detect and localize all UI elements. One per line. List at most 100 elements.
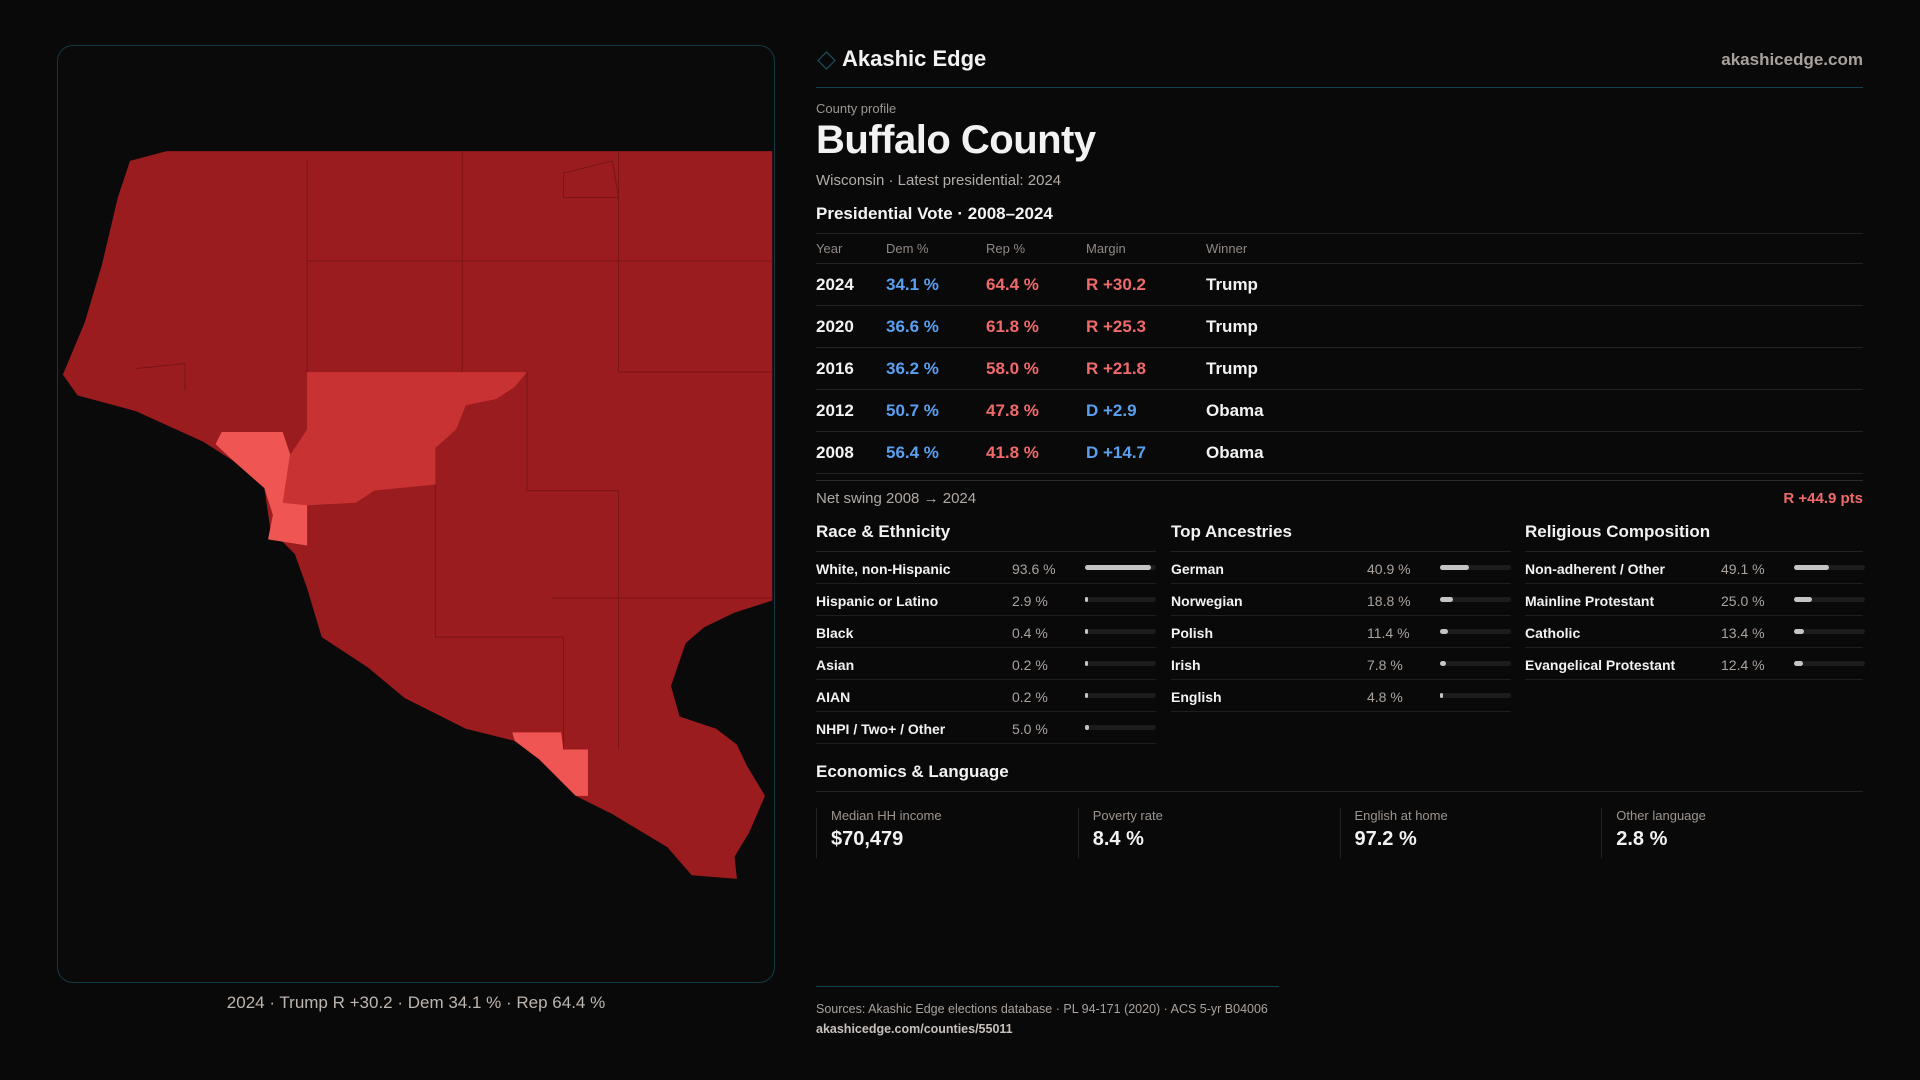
margin-cell: D +14.7 (1086, 431, 1206, 474)
list-item: Irish 7.8 % (1171, 648, 1511, 680)
rep-cell: 58.0 % (986, 347, 1086, 390)
year-cell: 2016 (816, 347, 886, 390)
bar-fill (1794, 565, 1829, 570)
bar-fill (1085, 725, 1089, 730)
stat-card: Poverty rate 8.4 % (1077, 808, 1340, 858)
item-value: 11.4 % (1367, 625, 1410, 641)
rep-cell: 61.8 % (986, 305, 1086, 348)
item-label: Evangelical Protestant (1525, 657, 1676, 673)
item-label: Norwegian (1171, 593, 1243, 609)
brand-name: Akashic Edge (842, 46, 987, 71)
item-value: 2.9 % (1012, 593, 1048, 609)
bar-fill (1085, 661, 1088, 666)
stat-label: Median HH income (831, 808, 942, 823)
item-value: 25.0 % (1721, 593, 1765, 609)
religion-heading: Religious Composition (1525, 522, 1863, 552)
precinct-boundaries (136, 151, 773, 750)
list-item: German 40.9 % (1171, 552, 1511, 584)
race-section: Race & Ethnicity White, non-Hispanic 93.6 … (816, 522, 1156, 744)
item-label: NHPI / Two+ / Other (816, 721, 946, 737)
bar-track (1085, 597, 1156, 602)
year-cell: 2012 (816, 389, 886, 432)
ancestry-heading: Top Ancestries (1171, 522, 1511, 552)
list-item: Black 0.4 % (816, 616, 1156, 648)
list-item: Asian 0.2 % (816, 648, 1156, 680)
map-region-mid-rep (282, 372, 527, 506)
stat-label: English at home (1354, 808, 1448, 823)
year-cell: 2008 (816, 431, 886, 474)
bar-track (1794, 661, 1865, 666)
item-label: Hispanic or Latino (816, 593, 939, 609)
winner-cell: Trump (1206, 305, 1863, 348)
item-label: White, non-Hispanic (816, 561, 951, 577)
subtitle: Wisconsin · Latest presidential: 2024 (816, 172, 1062, 189)
site-link[interactable]: akashicedge.com (1721, 50, 1863, 69)
kicker: County profile (816, 101, 897, 116)
list-item: Non-adherent / Other 49.1 % (1525, 552, 1865, 584)
item-label: AIAN (816, 689, 851, 705)
sources: Sources: Akashic Edge elections database… (816, 1002, 1268, 1016)
stat-card: English at home 97.2 % (1339, 808, 1602, 858)
item-value: 5.0 % (1012, 721, 1048, 737)
column-header: Margin (1086, 233, 1206, 264)
bar-fill (1440, 661, 1446, 666)
bar-track (1085, 629, 1156, 634)
item-label: Mainline Protestant (1525, 593, 1655, 609)
item-value: 0.4 % (1012, 625, 1048, 641)
county-precinct-map (62, 151, 773, 879)
stat-card: Median HH income $70,479 (816, 808, 1078, 858)
item-value: 0.2 % (1012, 657, 1048, 673)
dem-cell: 36.6 % (886, 305, 986, 348)
economics-heading: Economics & Language (816, 762, 1863, 792)
item-value: 40.9 % (1367, 561, 1411, 577)
bar-track (1085, 725, 1156, 730)
item-value: 18.8 % (1367, 593, 1411, 609)
header: Akashic Edge akashicedge.com (816, 44, 1863, 88)
winner-cell: Trump (1206, 347, 1863, 390)
net-swing: Net swing 2008 → 2024 R +44.9 pts (816, 480, 1863, 507)
bar-track (1440, 565, 1511, 570)
list-item: White, non-Hispanic 93.6 % (816, 552, 1156, 584)
stat-value: $70,479 (831, 828, 904, 850)
page-title: Buffalo County (816, 118, 1096, 162)
bar-fill (1085, 597, 1088, 602)
stat-value: 97.2 % (1354, 828, 1417, 850)
county-url[interactable]: akashicedge.com/counties/55011 (816, 1022, 1013, 1036)
winner-cell: Trump (1206, 263, 1863, 306)
race-heading: Race & Ethnicity (816, 522, 1156, 552)
table-row: 2016 36.2 % 58.0 % R +21.8 Trump (816, 347, 1863, 390)
stat-label: Poverty rate (1092, 808, 1163, 823)
item-value: 13.4 % (1721, 625, 1765, 641)
bar-track (1440, 597, 1511, 602)
bar-fill (1794, 597, 1812, 602)
bar-track (1794, 597, 1865, 602)
column-header: Rep % (986, 233, 1086, 264)
item-value: 49.1 % (1721, 561, 1765, 577)
list-item: NHPI / Two+ / Other 5.0 % (816, 712, 1156, 744)
bar-fill (1794, 661, 1803, 666)
item-value: 7.8 % (1367, 657, 1403, 673)
vote-table: Year Dem % Rep % Margin Winner 2024 34.1 % 64.… (816, 233, 1863, 474)
bar-track (1794, 565, 1865, 570)
bar-track (1440, 629, 1511, 634)
religion-section: Religious Composition Non-adherent / Othe… (1525, 522, 1865, 680)
year-cell: 2024 (816, 263, 886, 306)
year-cell: 2020 (816, 305, 886, 348)
stat-label: Other language (1616, 808, 1706, 823)
bar-track (1085, 565, 1156, 570)
map-caption: 2024 · Trump R +30.2 · Dem 34.1 % · Rep … (226, 993, 606, 1012)
table-row: 2012 50.7 % 47.8 % D +2.9 Obama (816, 389, 1863, 432)
table-row: 2008 56.4 % 41.8 % D +14.7 Obama (816, 431, 1863, 474)
winner-cell: Obama (1206, 431, 1863, 474)
item-label: German (1171, 561, 1224, 577)
bar-fill (1440, 693, 1444, 698)
map-region-strong-rep (62, 151, 773, 879)
item-value: 93.6 % (1012, 561, 1056, 577)
vote-heading: Presidential Vote · 2008–2024 (816, 204, 1053, 223)
stat-value: 8.4 % (1092, 828, 1144, 850)
bar-fill (1440, 565, 1470, 570)
map-region-light-rep (512, 732, 588, 796)
dem-cell: 36.2 % (886, 347, 986, 390)
margin-cell: R +25.3 (1086, 305, 1206, 348)
list-item: English 4.8 % (1171, 680, 1511, 712)
